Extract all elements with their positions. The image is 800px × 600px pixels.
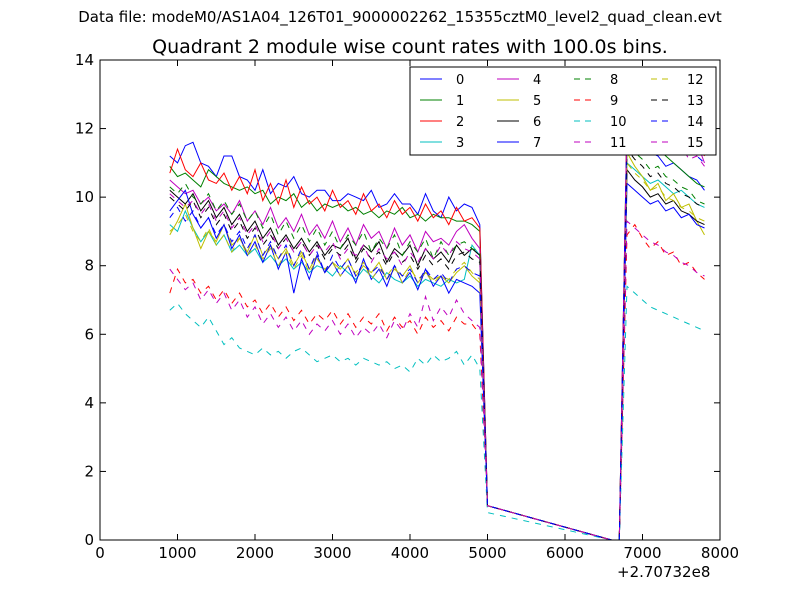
x-tick-label: 2000 xyxy=(236,544,274,562)
series-line-15 xyxy=(169,120,705,541)
y-tick-label: 10 xyxy=(75,188,94,206)
series-line-6 xyxy=(169,168,705,541)
chart-title: Quadrant 2 module wise count rates with … xyxy=(152,36,668,58)
series-line-9 xyxy=(169,223,705,541)
figure-suptitle: Data file: modeM0/AS1A04_126T01_90000022… xyxy=(78,8,722,26)
series-layer xyxy=(169,106,705,541)
legend-label-4: 4 xyxy=(533,73,541,88)
legend-label-11: 11 xyxy=(610,136,627,151)
legend-label-1: 1 xyxy=(456,94,464,109)
x-offset-label: +2.70732e8 xyxy=(617,563,711,581)
legend-label-15: 15 xyxy=(687,136,704,151)
x-tick-label: 0 xyxy=(95,544,105,562)
series-line-5 xyxy=(169,150,705,541)
series-line-11 xyxy=(169,220,705,541)
legend-label-10: 10 xyxy=(610,115,627,130)
series-line-0 xyxy=(169,131,705,541)
y-tick-label: 4 xyxy=(84,394,94,412)
series-line-14 xyxy=(169,106,705,541)
legend-label-7: 7 xyxy=(533,136,541,151)
series-line-8 xyxy=(169,140,705,541)
series-line-7 xyxy=(169,182,705,541)
series-line-10 xyxy=(169,285,705,541)
x-tick-label: 3000 xyxy=(313,544,351,562)
legend-label-8: 8 xyxy=(610,73,618,88)
legend-label-9: 9 xyxy=(610,94,618,109)
legend-label-2: 2 xyxy=(456,115,464,130)
legend-label-14: 14 xyxy=(687,115,704,130)
series-line-3 xyxy=(169,161,705,541)
legend-label-0: 0 xyxy=(456,73,464,88)
legend-label-13: 13 xyxy=(687,94,704,109)
y-tick-label: 12 xyxy=(75,120,94,138)
x-tick-label: 7000 xyxy=(623,544,661,562)
legend-label-3: 3 xyxy=(456,136,464,151)
series-line-12 xyxy=(169,161,705,541)
x-tick-label: 1000 xyxy=(158,544,196,562)
x-tick-label: 5000 xyxy=(468,544,506,562)
x-tick-label: 6000 xyxy=(546,544,584,562)
x-tick-label: 8000 xyxy=(701,544,739,562)
legend-box xyxy=(409,66,717,156)
legend-label-6: 6 xyxy=(533,115,541,130)
x-tick-label: 4000 xyxy=(391,544,429,562)
legend-label-12: 12 xyxy=(687,73,704,88)
legend-label-5: 5 xyxy=(533,94,541,109)
y-tick-label: 8 xyxy=(84,257,94,275)
ticks-layer: 0 1000 2000 3000 4000 5000 6000 7000 80000246810… xyxy=(75,51,739,562)
y-tick-label: 2 xyxy=(84,462,94,480)
y-tick-label: 14 xyxy=(75,51,94,69)
y-tick-label: 0 xyxy=(84,531,94,549)
series-line-13 xyxy=(169,147,705,541)
y-tick-label: 6 xyxy=(84,325,94,343)
